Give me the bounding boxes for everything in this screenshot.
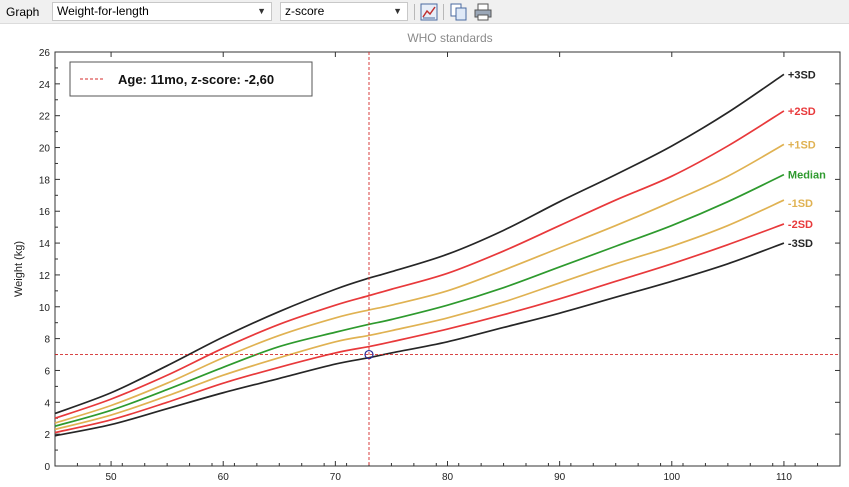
- copy-icon[interactable]: [450, 3, 468, 21]
- graph-label: Graph: [6, 5, 40, 19]
- series-label-minus3sd: -3SD: [788, 238, 813, 250]
- legend-box: [69, 61, 313, 97]
- chevron-down-icon: ▼: [393, 6, 402, 16]
- toolbar: Graph Weight-for-length ▼ z-score ▼: [0, 0, 849, 24]
- x-tick-label: 110: [776, 472, 792, 483]
- series-line-minus2sd: [54, 223, 785, 434]
- mode-select[interactable]: z-score ▼: [280, 2, 408, 21]
- print-icon[interactable]: [474, 3, 492, 21]
- x-tick-label: 50: [106, 472, 118, 483]
- mode-select-value: z-score: [285, 4, 325, 18]
- series-line-minus1sd: [54, 199, 785, 431]
- plot-area: [54, 51, 841, 467]
- y-axis-label: Weight (kg): [13, 241, 25, 297]
- legend: Age: 11mo, z-score: -2,60: [69, 61, 313, 97]
- legend-text: Age: 11mo, z-score: -2,60: [118, 72, 274, 87]
- y-tick-label: 16: [39, 207, 51, 218]
- series-line-plus1sd: [54, 143, 785, 424]
- chart-options-icon[interactable]: [420, 3, 438, 21]
- series-label-plus3sd: +3SD: [788, 69, 816, 81]
- y-tick-label: 24: [39, 80, 51, 91]
- y-tick-label: 20: [39, 144, 51, 155]
- y-tick-label: 4: [44, 398, 50, 409]
- x-tick-label: 100: [663, 472, 680, 483]
- series-labels: +3SD +2SD +1SD Median -1SD -2SD -3SD: [788, 69, 826, 250]
- series-line-median: [54, 173, 785, 428]
- x-tick-label: 70: [330, 472, 342, 483]
- x-tick-label: 80: [442, 472, 454, 483]
- toolbar-separator: [443, 4, 444, 20]
- series-label-plus2sd: +2SD: [788, 106, 816, 118]
- x-tick-label: 90: [554, 472, 566, 483]
- series-line-plus2sd: [54, 110, 785, 420]
- y-tick-label: 10: [39, 303, 51, 314]
- y-tick-label: 14: [39, 239, 51, 250]
- y-tick-label: 2: [44, 430, 50, 441]
- y-tick-label: 18: [39, 175, 51, 186]
- series-label-minus2sd: -2SD: [788, 219, 813, 231]
- series-label-minus1sd: -1SD: [788, 198, 813, 210]
- series-line-plus3sd: [54, 73, 785, 415]
- series-line-minus3sd: [54, 242, 785, 437]
- x-tick-label: 60: [218, 472, 230, 483]
- series-label-plus1sd: +1SD: [788, 139, 816, 151]
- y-tick-label: 12: [39, 271, 51, 282]
- series-label-median: Median: [788, 170, 826, 182]
- y-tick-label: 22: [39, 112, 51, 123]
- y-tick-label: 6: [44, 366, 50, 377]
- measurement-marker: [55, 52, 840, 466]
- toolbar-separator: [414, 4, 415, 20]
- graph-select-value: Weight-for-length: [57, 4, 149, 18]
- x-axis: 50 60 70 80 90 100 110: [54, 52, 841, 483]
- measurement-point: [364, 349, 374, 360]
- chart-title: WHO standards: [407, 31, 492, 45]
- y-tick-label: 0: [44, 462, 50, 473]
- graph-select[interactable]: Weight-for-length ▼: [52, 2, 272, 21]
- chevron-down-icon: ▼: [257, 6, 266, 16]
- y-tick-label: 26: [39, 48, 51, 59]
- y-tick-label: 8: [44, 335, 50, 346]
- series-lines: [54, 73, 785, 437]
